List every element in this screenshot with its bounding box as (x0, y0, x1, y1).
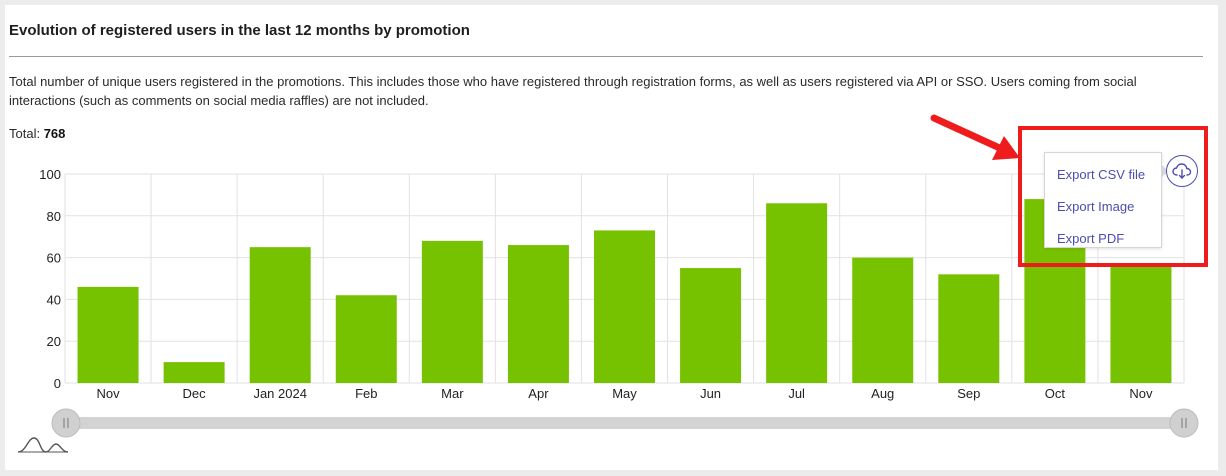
bar-5[interactable] (507, 245, 569, 383)
export-menu: Export CSV file Export Image Export PDF (1044, 152, 1162, 248)
bar-3[interactable] (335, 295, 397, 383)
scrollbar-handle-left[interactable] (51, 408, 81, 438)
bar-0[interactable] (77, 286, 139, 383)
bar-8[interactable] (766, 203, 828, 383)
export-button[interactable] (1166, 155, 1198, 187)
bar-10[interactable] (938, 274, 1000, 383)
x-tick-label: Dec (183, 386, 207, 401)
bar-12[interactable] (1110, 263, 1172, 383)
title-divider (9, 56, 1203, 57)
total-value: 768 (43, 126, 66, 141)
scrollbar-track[interactable] (66, 417, 1184, 429)
x-tick-label: May (612, 386, 637, 401)
x-tick-label: Jun (700, 386, 721, 401)
bar-9[interactable] (852, 257, 914, 383)
x-tick-label: Feb (355, 386, 377, 401)
y-tick-label: 80 (47, 209, 61, 224)
x-tick-label: Aug (871, 386, 894, 401)
x-tick-label: Jan 2024 (253, 386, 307, 401)
x-tick-label: Sep (957, 386, 980, 401)
bar-6[interactable] (594, 230, 655, 383)
export-csv-item[interactable]: Export CSV file (1057, 167, 1146, 182)
y-axis: 0 20 40 60 80 100 (39, 167, 61, 391)
y-tick-label: 20 (47, 334, 61, 349)
menu-pointer (1162, 165, 1168, 177)
arrow-annotation (930, 114, 1020, 160)
y-tick-label: 100 (39, 167, 61, 182)
scrollbar-handle-right[interactable] (1169, 408, 1199, 438)
chart-title: Evolution of registered users in the las… (9, 22, 470, 39)
chart-description: Total number of unique users registered … (9, 74, 1137, 108)
chart-bars (77, 199, 1172, 383)
x-tick-label: Nov (1129, 386, 1153, 401)
x-tick-label: Apr (528, 386, 549, 401)
bar-2[interactable] (249, 247, 311, 383)
total-summary: Total: 768 (9, 126, 65, 141)
export-highlight-box (1018, 126, 1208, 267)
range-scrollbar (51, 408, 1199, 438)
x-axis: Nov Dec Jan 2024 Feb Mar Apr May Jun Jul Aug Sep Oc… (96, 386, 1153, 401)
bar-1[interactable] (163, 362, 225, 383)
bar-4[interactable] (421, 240, 483, 383)
x-tick-label: Jul (788, 386, 805, 401)
y-tick-label: 60 (47, 251, 61, 266)
export-pdf-item[interactable]: Export PDF (1057, 231, 1125, 246)
bar-7[interactable] (680, 268, 742, 383)
total-label: Total: (9, 126, 41, 141)
export-image-item[interactable]: Export Image (1057, 199, 1135, 214)
y-tick-label: 40 (47, 292, 61, 307)
x-tick-label: Nov (96, 386, 120, 401)
x-tick-label: Oct (1045, 386, 1066, 401)
y-tick-label: 0 (54, 376, 61, 391)
x-tick-label: Mar (441, 386, 464, 401)
cloud-download-icon (1172, 163, 1192, 179)
series-mini-icon (17, 437, 69, 453)
